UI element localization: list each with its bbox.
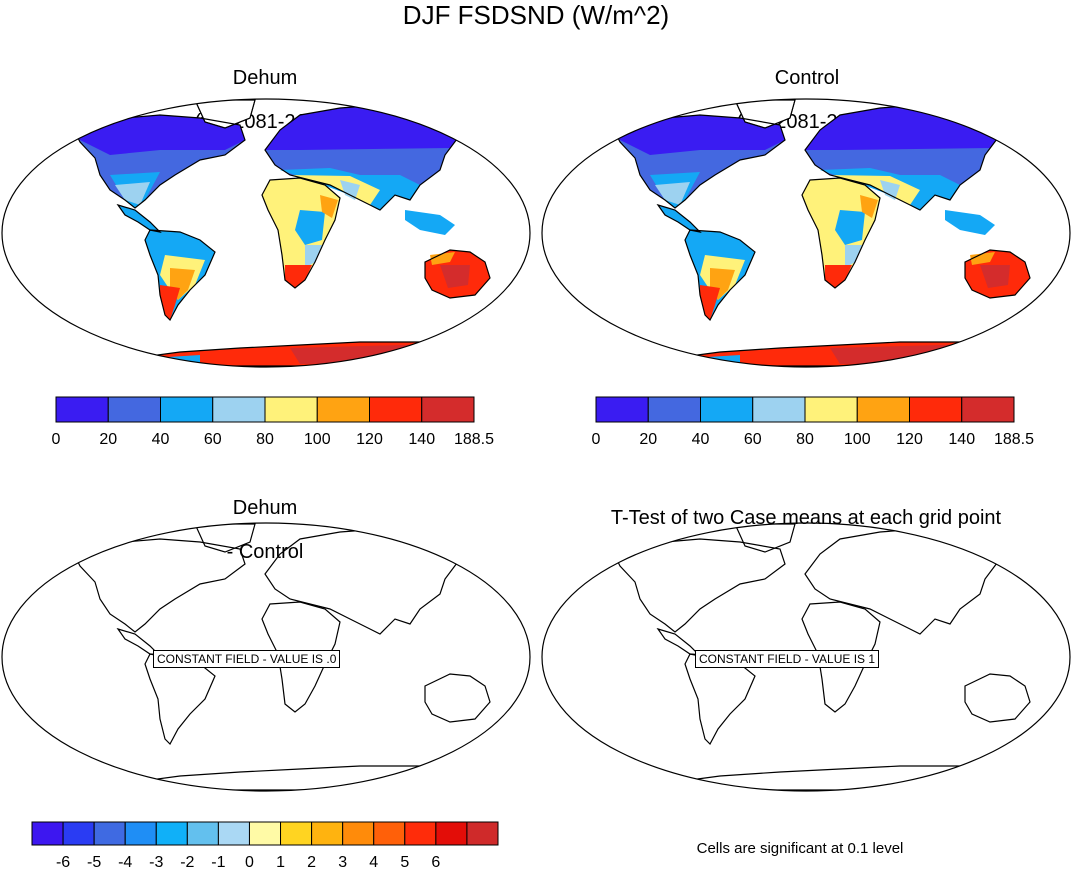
colorbar-label: 120 — [896, 431, 923, 448]
panel-title-line1: Dehum — [232, 497, 298, 519]
colorbar-label: 3 — [338, 854, 347, 869]
colorbar-label: 188.5 — [994, 431, 1034, 448]
colorbar-swatch — [93, 821, 126, 846]
colorbar-swatch — [404, 821, 437, 846]
colorbar-swatch — [264, 396, 318, 423]
colorbar-swatch — [700, 396, 754, 423]
colorbar-swatch — [107, 396, 161, 423]
colorbar-swatch — [217, 821, 250, 846]
map-layer — [609, 99, 1031, 367]
colorbar-label: 1 — [276, 854, 285, 869]
colorbar-label: 20 — [99, 431, 117, 448]
colorbar-label: -2 — [180, 854, 194, 869]
colorbar-label: 140 — [408, 431, 435, 448]
colorbar-swatch — [31, 821, 64, 846]
colorbar-difference: -6 -5 -4 -3 -2 -1 0 1 2 3 4 5 6 — [31, 821, 499, 869]
constant-field-message: CONSTANT FIELD - VALUE IS .0 — [153, 650, 341, 668]
colorbar-swatch — [248, 821, 282, 846]
colorbar-label: 120 — [356, 431, 383, 448]
colorbar-label: -4 — [118, 854, 132, 869]
colorbar-dehum: 0 20 40 60 80 100 120 140 188.5 — [52, 396, 494, 448]
colorbar-label: 4 — [369, 854, 378, 869]
colorbar-swatch — [160, 396, 214, 423]
colorbar-label: 60 — [204, 431, 222, 448]
colorbar-label: -1 — [211, 854, 225, 869]
colorbar-swatch — [316, 396, 370, 423]
significance-note: Cells are significant at 0.1 level — [696, 840, 904, 857]
colorbar-swatch — [124, 821, 157, 846]
colorbar-label: -3 — [149, 854, 163, 869]
colorbar-label: 0 — [245, 854, 254, 869]
colorbar-label: -5 — [87, 854, 101, 869]
colorbar-swatch — [856, 396, 910, 423]
colorbar-label: 6 — [431, 854, 440, 869]
colorbar-swatch — [961, 396, 1015, 423]
map-layer — [69, 99, 491, 367]
colorbar-label: 20 — [639, 431, 657, 448]
colorbar-swatch — [55, 396, 109, 423]
colorbar-swatch — [373, 821, 406, 846]
colorbar-swatch — [647, 396, 701, 423]
colorbar-label: 140 — [948, 431, 975, 448]
colorbar-swatch — [186, 821, 219, 846]
colorbar-swatch — [752, 396, 806, 423]
colorbar-swatch — [466, 821, 499, 846]
colorbar-swatch — [369, 396, 423, 423]
colorbar-swatch — [212, 396, 266, 423]
panel-title-difference: Dehum - Control — [90, 475, 440, 585]
colorbar-swatch — [435, 821, 468, 846]
colorbar-label: 188.5 — [454, 431, 494, 448]
colorbar-label: 40 — [692, 431, 710, 448]
constant-field-message: CONSTANT FIELD - VALUE IS 1 — [695, 650, 880, 668]
map-difference — [1, 522, 531, 792]
colorbar-label: 0 — [592, 431, 601, 448]
colorbar-swatch — [421, 396, 475, 423]
colorbar-swatch — [311, 821, 344, 846]
colorbar-label: 100 — [304, 431, 331, 448]
map-ttest — [541, 522, 1071, 792]
colorbar-swatch — [595, 396, 649, 423]
colorbar-swatch — [342, 821, 375, 846]
panel-title-line2: - Control — [226, 541, 304, 563]
colorbar-swatch — [909, 396, 963, 423]
panel-title-line1: Dehum — [232, 67, 298, 89]
colorbar-label: 5 — [400, 854, 409, 869]
colorbar-label: 80 — [796, 431, 814, 448]
panel-title-line1: Control — [774, 67, 840, 89]
colorbar-swatch — [62, 821, 95, 846]
map-control — [541, 98, 1071, 368]
colorbar-label: 80 — [256, 431, 274, 448]
colorbar-swatch — [155, 821, 188, 846]
colorbar-swatch — [804, 396, 858, 423]
figure-title: DJF FSDSND (W/m^2) — [402, 0, 670, 30]
colorbar-label: 0 — [52, 431, 61, 448]
colorbar-label: 2 — [307, 854, 316, 869]
colorbar-control: 0 20 40 60 80 100 120 140 188.5 — [592, 396, 1034, 448]
colorbar-label: 60 — [744, 431, 762, 448]
colorbar-swatch — [280, 821, 313, 846]
colorbar-label: -6 — [56, 854, 70, 869]
colorbar-label: 40 — [152, 431, 170, 448]
colorbar-label: 100 — [844, 431, 871, 448]
map-dehum — [1, 98, 531, 368]
